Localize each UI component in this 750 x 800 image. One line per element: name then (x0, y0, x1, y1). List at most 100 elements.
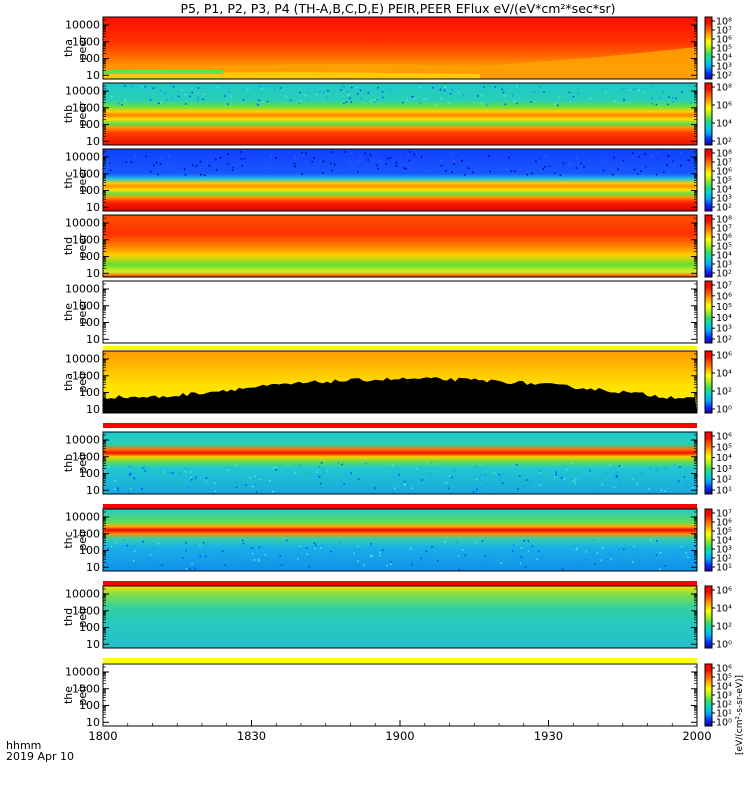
colorbar-tick-label: 10⁶ (716, 291, 732, 302)
y-tick-label: 1000 (72, 369, 100, 382)
panel-probe-label: thd (62, 237, 75, 255)
y-tick-label: 100 (79, 118, 100, 131)
colorbar-tick-label: 10⁵ (716, 302, 732, 313)
panel-species-label: peir (76, 371, 89, 393)
panel-species-label: peer (76, 167, 89, 193)
y-tick-label: 100 (79, 386, 100, 399)
panel-tha-peir: 10 100 1000 10000 tha peir 10⁶ 10⁴ 10² 10⁰ (62, 350, 732, 428)
panel-probe-label: thc (62, 531, 75, 548)
spectrogram-image-empty (103, 664, 697, 726)
colorbar-tick-label: 10² (716, 700, 732, 711)
colorbar-tick-label: 10⁷ (716, 158, 732, 169)
panel-species-label: peer (76, 35, 89, 61)
panel-probe-label: thb (62, 454, 75, 472)
y-tick-label: 10 (86, 716, 100, 729)
y-tick-label: 10 (86, 201, 100, 214)
colorbar-tick-label: 10¹ (716, 563, 732, 574)
spectrogram-image (103, 432, 697, 494)
colorbar-tick-label: 10⁴ (716, 53, 732, 64)
panel-the-peir: 10 100 1000 10000 the peir 10⁶10⁵10⁴10³10²10¹1… (62, 663, 732, 729)
colorbar: 10⁸ 10⁶ 10⁴ 10² (704, 82, 732, 148)
y-tick-label: 10000 (65, 352, 100, 365)
y-tick-label: 100 (79, 316, 100, 329)
y-tick-label: 100 (79, 544, 100, 557)
colorbar-tick-label: 10² (716, 475, 732, 486)
y-tick-label: 10 (86, 333, 100, 346)
colorbar-tick-label: 10⁸ (716, 17, 732, 28)
colorbar-tick-label: 10⁷ (716, 509, 732, 520)
panel-species-label: peer (76, 299, 89, 325)
y-tick-label: 10000 (65, 216, 100, 229)
colorbar-tick-label: 10⁶ (716, 233, 732, 244)
figure-title: P5, P1, P2, P3, P4 (TH-A,B,C,D,E) PEIR,P… (180, 1, 615, 16)
panel-probe-label: thc (62, 171, 75, 188)
y-tick-label: 1000 (72, 299, 100, 312)
colorbar-tick-label: 10⁶ (716, 101, 732, 112)
y-tick-label: 10000 (65, 433, 100, 446)
colorbar-tick-label: 10¹ (716, 709, 732, 720)
colorbar-tick-label: 10⁷ (716, 26, 732, 37)
colorbar-tick-label: 10⁰ (716, 640, 732, 651)
panel-frame (102, 214, 698, 278)
y-tick-label: 100 (79, 52, 100, 65)
colorbar-tick-label: 10³ (716, 691, 732, 702)
spectrogram-image (103, 149, 697, 211)
y-tick-label: 10 (86, 135, 100, 148)
colorbar-tick-label: 10⁶ (716, 664, 732, 675)
flux-strip (103, 581, 697, 586)
colorbar-tick-label: 10³ (716, 260, 732, 271)
spectrogram-image (103, 83, 697, 145)
x-tick-label: 1800 (88, 729, 117, 743)
panel-tha-peer: 10 100 1000 10000 tha peer 10⁸10⁷10⁶10⁵10⁴10³1… (62, 16, 732, 82)
no-data-region (103, 377, 697, 413)
colorbar-tick-label: 10⁸ (716, 215, 732, 226)
panel-probe-label: tha (62, 39, 75, 57)
y-tick-label: 10 (86, 484, 100, 497)
colorbar-tick-label: 10⁸ (716, 149, 732, 160)
panel-frame (102, 280, 698, 344)
y-tick-label: 100 (79, 699, 100, 712)
panel-frame (102, 16, 698, 80)
panel-probe-label: tha (62, 373, 75, 391)
spectrogram-image (103, 586, 697, 648)
x-axis: 1800 1830 1900 1930 2000 (88, 720, 712, 743)
panel-frame (102, 82, 698, 146)
y-tick-label: 10000 (65, 150, 100, 163)
flux-band (103, 70, 223, 74)
flux-band (103, 47, 697, 79)
colorbar: 10⁶ 10⁴ 10² 10⁰ (704, 350, 732, 416)
panel-probe-label: the (62, 686, 75, 704)
y-tick-label: 1000 (72, 167, 100, 180)
panel-species-label: peer (76, 233, 89, 259)
panel-probe-label: thb (62, 105, 75, 123)
panel-thd-peer: 10 100 1000 10000 thd peer 10⁸10⁷10⁶10⁵10⁴10³1… (62, 214, 732, 280)
noise-texture (103, 462, 699, 494)
colorbar: 10⁶ 10⁴ 10² 10⁰ (704, 585, 732, 651)
flux-strip (103, 504, 697, 509)
colorbar-tick-label: 10¹ (716, 486, 732, 497)
flux-strip (103, 346, 697, 350)
panel-thc-peir: 10 100 1000 10000 thc peir 10⁷10⁶10⁵10⁴10³10²1… (62, 508, 732, 586)
y-tick-label: 1000 (72, 682, 100, 695)
x-tick-label: 1900 (385, 729, 414, 743)
colorbar-tick-label: 10⁴ (716, 185, 732, 196)
y-tick-label: 10 (86, 267, 100, 280)
y-tick-label: 1000 (72, 233, 100, 246)
y-tick-label: 100 (79, 184, 100, 197)
panel-frame (102, 508, 698, 572)
colorbar-tick-label: 10⁴ (716, 313, 732, 324)
panel-thd-peir: 10 100 1000 10000 thd peir 10⁶ 10⁴ 10² 10⁰ (62, 585, 732, 663)
colorbar-tick-label: 10² (716, 387, 732, 398)
colorbar-tick-label: 10⁴ (716, 536, 732, 547)
panel-frame (102, 148, 698, 212)
colorbar-tick-label: 10⁶ (716, 167, 732, 178)
panel-thb-peer: 10 100 1000 10000 thb peer 10⁸ 10⁶ 10⁴ 10² (62, 82, 732, 148)
colorbar-tick-label: 10⁶ (716, 586, 732, 597)
y-tick-label: 100 (79, 250, 100, 263)
